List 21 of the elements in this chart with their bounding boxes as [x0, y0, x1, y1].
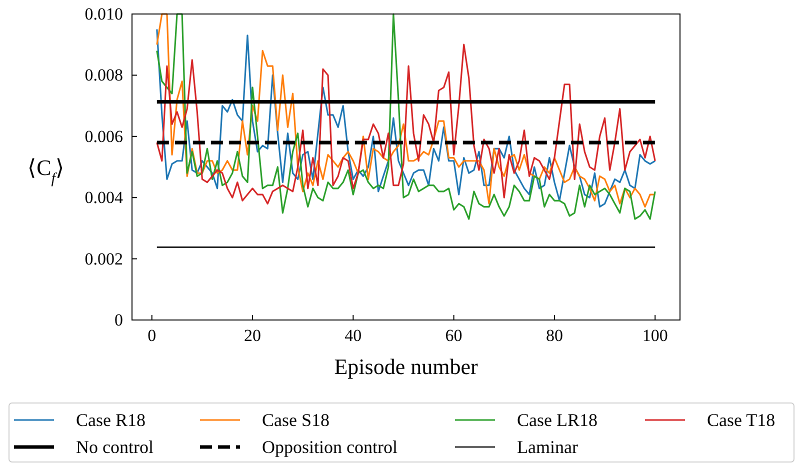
legend-label: No control: [76, 437, 154, 457]
y-tick-label: 0.006: [84, 126, 123, 146]
x-tick-label: 20: [244, 326, 262, 346]
y-tick-label: 0.008: [84, 66, 123, 85]
legend-label: Laminar: [517, 437, 578, 457]
y-tick-label: 0: [114, 310, 123, 330]
x-tick-label: 60: [445, 326, 462, 346]
y-tick-label: 0.010: [84, 4, 123, 24]
x-tick-label: 0: [148, 326, 156, 346]
legend-label: Case S18: [262, 410, 330, 430]
y-tick-label: 0.002: [84, 249, 123, 268]
x-tick-label: 80: [546, 326, 563, 346]
legend-label: Case R18: [76, 410, 146, 430]
legend-label: Opposition control: [262, 437, 398, 457]
y-axis-title: ⟨C$_{f}$⟩: [28, 155, 64, 187]
y-tick-label: 0.004: [84, 188, 124, 208]
x-axis-title: Episode number: [334, 354, 478, 379]
x-tick-label: 40: [344, 326, 362, 346]
x-tick-label: 100: [642, 326, 668, 346]
legend-label: Case LR18: [517, 410, 598, 430]
legend-label: Case T18: [707, 410, 776, 430]
